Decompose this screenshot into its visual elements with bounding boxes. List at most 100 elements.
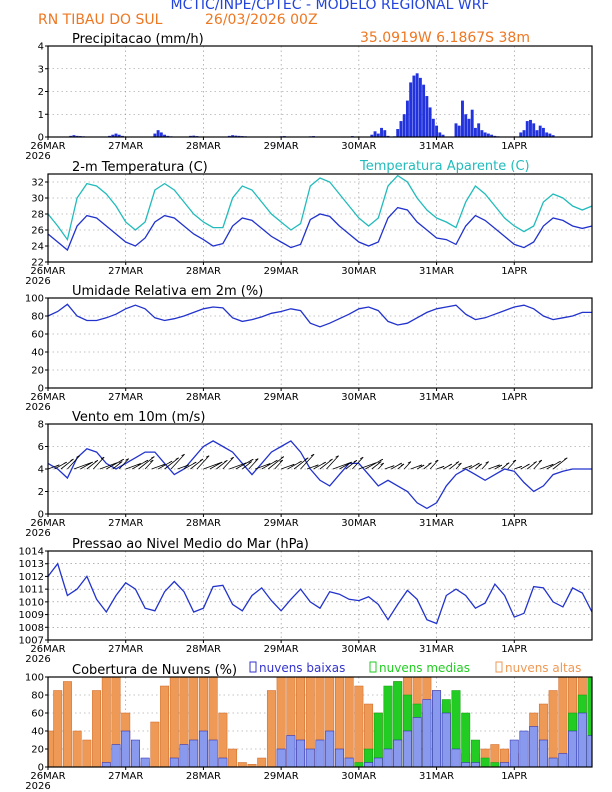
x-tick-label: 1APR [501, 644, 527, 655]
wind-arrow [352, 456, 364, 470]
cloud-bar-nuvens-baixas [130, 739, 140, 768]
x-year-label: 2026 [25, 654, 50, 665]
y-tick-label: 1011 [19, 585, 44, 596]
x-tick-label: 30MAR [341, 392, 376, 403]
y-tick-label: 100 [25, 673, 44, 684]
cloud-bar-nuvens-baixas [169, 757, 179, 768]
wind-arrow-head [280, 456, 285, 459]
cloud-bar-nuvens-medias [354, 762, 364, 768]
precip-bar [470, 109, 474, 137]
y-tick-label: 80 [31, 312, 44, 323]
wind-arrow-head [224, 459, 228, 463]
y-tick-label: 1009 [19, 610, 44, 621]
wind-arrow-head [255, 458, 259, 461]
y-tick-label: 1010 [19, 597, 44, 608]
cloud-bar-nuvens-baixas [470, 762, 480, 768]
wind-arrow [377, 462, 384, 470]
cloud-bar-nuvens-baixas [286, 735, 296, 768]
cloud-bar-nuvens-baixas [344, 757, 354, 768]
wind-arrow [274, 459, 284, 470]
cloud-bar-nuvens-baixas [577, 712, 587, 768]
series-line [47, 206, 593, 252]
wind-arrow [86, 459, 99, 470]
wind-arrow-head [478, 463, 482, 466]
precip-bar [551, 135, 555, 137]
wind-arrow-head [310, 453, 315, 457]
y-tick-label: 20 [31, 366, 44, 377]
y-tick-label: 3 [38, 64, 44, 75]
wind-arrow-head [468, 465, 473, 468]
wind-arrow [248, 458, 259, 470]
x-tick-label: 26MAR [30, 771, 65, 782]
precip-bar [234, 135, 238, 137]
x-tick-label: 29MAR [264, 392, 299, 403]
wind-arrow-head [526, 463, 530, 466]
wind-arrow-head [440, 465, 445, 469]
x-tick-label: 26MAR [30, 266, 65, 277]
wind-arrow [144, 459, 154, 470]
wind-arrow-head [485, 461, 489, 464]
x-year-label: 2026 [25, 276, 50, 287]
wind-arrow-head [118, 461, 123, 464]
wind-arrow-head [322, 461, 326, 465]
wind-arrow [67, 455, 80, 470]
cloud-bar-nuvens-altas [266, 690, 276, 768]
cloud-bar-nuvens-baixas [422, 699, 432, 768]
cloud-bar-nuvens-baixas [315, 739, 325, 768]
precip-bar [402, 114, 406, 137]
wind-arrow-head [380, 462, 384, 465]
x-tick-label: 28MAR [186, 266, 221, 277]
precip-bar [114, 133, 118, 137]
precip-bar [373, 131, 377, 137]
wind-arrow-head [144, 459, 149, 463]
precip-bar [396, 129, 400, 137]
wind-arrow-head [137, 463, 141, 466]
precip-bar [522, 130, 526, 137]
wind-arrow-head [557, 460, 561, 464]
precip-bar [431, 118, 435, 137]
x-tick-label: 31MAR [419, 518, 454, 529]
wind-arrow-head [305, 457, 309, 460]
precip-bar [473, 127, 477, 137]
precip-bar [457, 125, 461, 137]
cloud-bar-nuvens-baixas [296, 739, 306, 768]
precip-bar [541, 127, 545, 137]
x-tick-label: 28MAR [186, 644, 221, 655]
precip-bar [428, 107, 432, 137]
cloud-bar-nuvens-baixas [101, 762, 111, 768]
panel-title: Cobertura de Nuvens (%) [72, 663, 237, 678]
series-line [47, 440, 592, 510]
cloud-legend-label: nuvens altas [505, 661, 581, 675]
wind-arrow-head [564, 457, 568, 460]
y-tick-label: 4 [38, 42, 44, 53]
wind-arrow-head [120, 458, 124, 462]
wind-arrow-head [161, 463, 165, 467]
precip-bar [548, 133, 552, 137]
precip-bar [435, 125, 439, 137]
x-tick-label: 28MAR [186, 392, 221, 403]
precip-bar [529, 119, 532, 137]
panel-title: Umidade Relativa em 2m (%) [72, 284, 263, 299]
precip-bar [538, 125, 542, 137]
cloud-bar-nuvens-baixas [325, 730, 335, 768]
cloud-bar-nuvens-baixas [500, 762, 510, 768]
wind-arrow-head [398, 462, 402, 465]
cloud-bar-nuvens-baixas [208, 739, 218, 768]
cloud-bar-nuvens-baixas [373, 757, 383, 768]
precip-bar [480, 130, 484, 137]
wind-arrow [403, 461, 412, 470]
wind-arrow-head [378, 461, 382, 464]
wind-arrow-head [248, 461, 252, 464]
precip-bar [519, 132, 523, 137]
cloud-bar-nuvens-baixas [121, 730, 131, 768]
wind-arrow-head [420, 464, 425, 467]
y-tick-label: 2 [38, 87, 44, 98]
cloud-bar-nuvens-altas [92, 690, 102, 768]
header-location: RN TIBAU DO SUL [38, 12, 163, 28]
wind-arrow-head [298, 460, 302, 464]
x-tick-label: 28MAR [186, 518, 221, 529]
cloud-bar-nuvens-medias [461, 712, 471, 768]
wind-arrow-head [512, 459, 517, 463]
x-tick-label: 27MAR [108, 644, 143, 655]
wind-arrow [345, 459, 358, 470]
